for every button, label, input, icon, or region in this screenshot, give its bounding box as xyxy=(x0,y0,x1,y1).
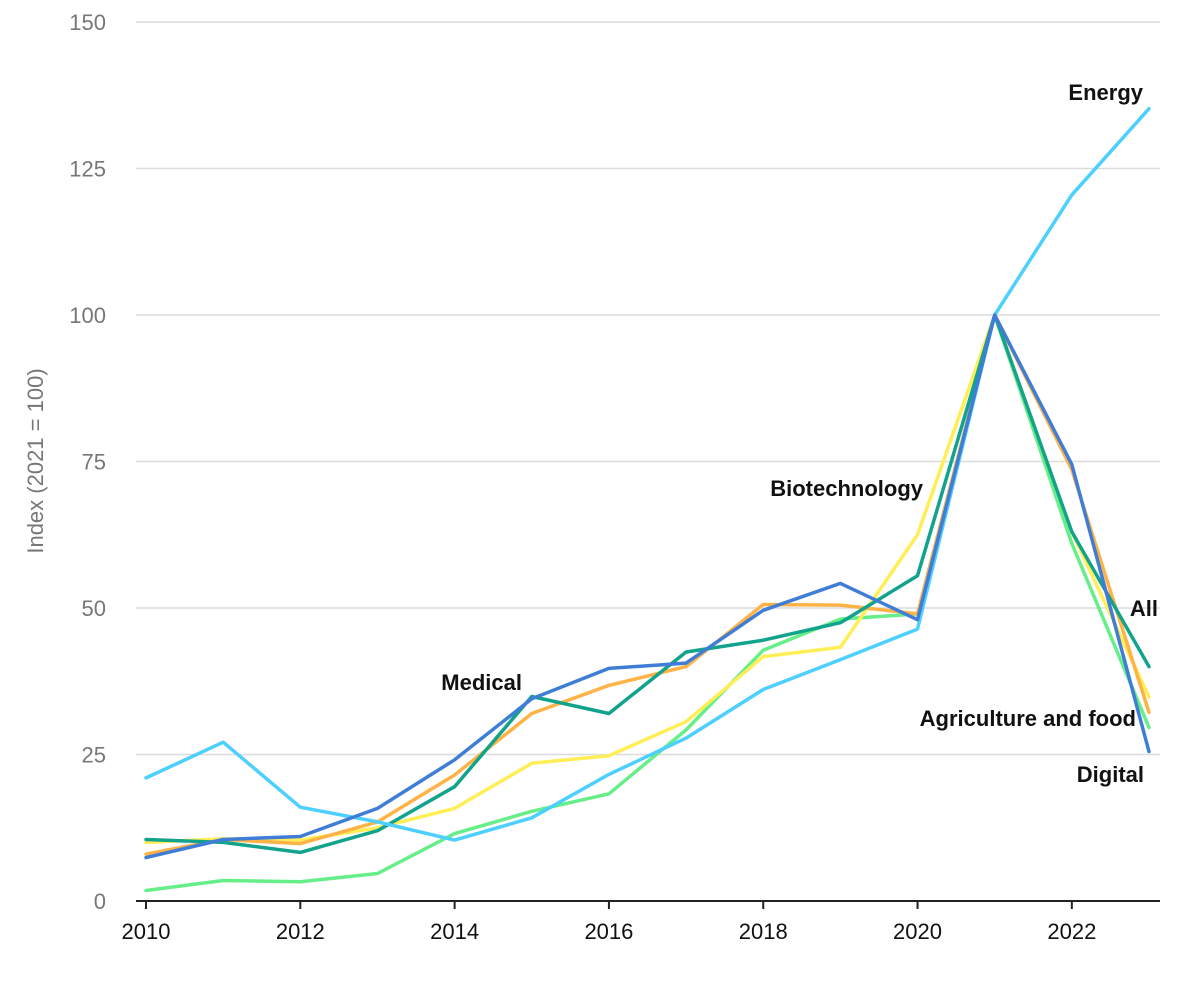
series-label-all: All xyxy=(1130,596,1158,621)
y-tick-label: 125 xyxy=(69,157,106,182)
y-tick-label: 25 xyxy=(82,743,106,768)
series-label-medical: Medical xyxy=(441,670,522,695)
series-line-all xyxy=(144,313,1151,855)
series-label-agriculture-and-food: Agriculture and food xyxy=(920,706,1136,731)
series-lines xyxy=(144,106,1151,893)
x-tick-labels: 2010 2012 2014 2016 2018 2020 2022 xyxy=(122,901,1096,944)
x-tick-label: 2022 xyxy=(1047,919,1096,944)
x-tick-label: 2020 xyxy=(893,919,942,944)
series-labels: Energy Biotechnology Medical All Agriculture… xyxy=(441,80,1158,787)
series-label-energy: Energy xyxy=(1068,80,1143,105)
x-tick-label: 2016 xyxy=(584,919,633,944)
y-tick-label: 150 xyxy=(69,10,106,35)
y-tick-labels: 0 25 50 75 100 125 150 xyxy=(69,10,106,914)
y-tick-label: 100 xyxy=(69,303,106,328)
grid-lines xyxy=(136,21,1160,756)
y-tick-label: 0 xyxy=(94,889,106,914)
series-line-medical xyxy=(144,313,1151,856)
y-axis-label: Index (2021 = 100) xyxy=(23,368,48,553)
x-tick-label: 2018 xyxy=(739,919,788,944)
series-label-biotechnology: Biotechnology xyxy=(770,476,924,501)
x-tick-label: 2010 xyxy=(122,919,171,944)
x-tick-label: 2014 xyxy=(430,919,479,944)
series-line-biotechnology xyxy=(144,313,1151,845)
y-tick-label: 75 xyxy=(82,450,106,475)
series-label-digital: Digital xyxy=(1077,762,1144,787)
y-tick-label: 50 xyxy=(82,596,106,621)
x-tick-label: 2012 xyxy=(276,919,325,944)
series-line-digital xyxy=(144,313,1151,860)
